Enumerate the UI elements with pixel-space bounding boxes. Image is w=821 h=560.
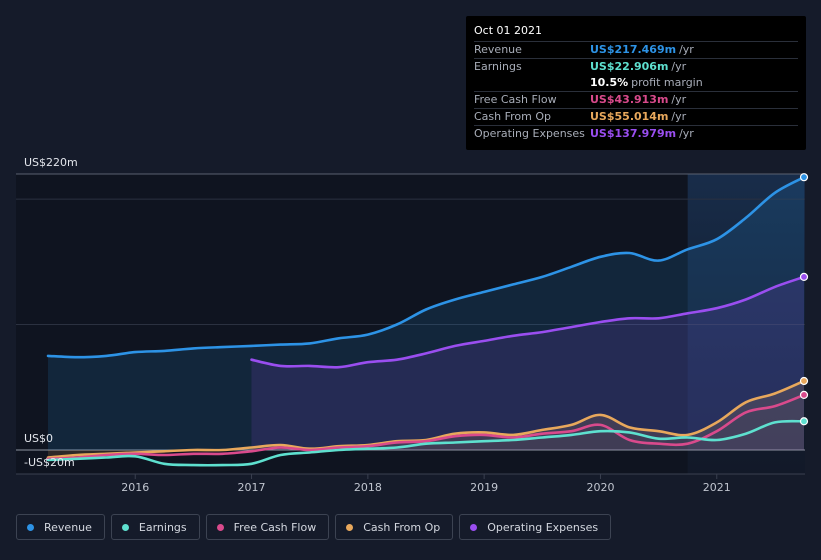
legend-earnings-toggle[interactable]: Earnings	[110, 514, 200, 540]
tooltip-date: Oct 01 2021	[474, 24, 543, 37]
legend-opex-toggle[interactable]: Operating Expenses	[459, 514, 612, 540]
tooltip-row-cfo: Cash From Op US$55.014m /yr	[474, 108, 798, 125]
chart-legend: Revenue Earnings Free Cash Flow Cash Fro…	[16, 514, 612, 540]
revenue-dot-icon	[27, 523, 34, 531]
tooltip-revenue-unit: /yr	[679, 43, 694, 56]
free-cash-flow-line	[46, 393, 806, 461]
tooltip-margin-value: 10.5%	[590, 76, 629, 89]
tooltip-row-revenue: Revenue US$217.469m /yr	[474, 41, 798, 58]
legend-cfo-label: Cash From Op	[363, 520, 441, 534]
y-axis-bottom-label: -US$20m	[24, 456, 75, 469]
series-areas	[48, 177, 804, 458]
revenue-end-point	[799, 173, 809, 182]
y-axis-zero-label: US$0	[24, 432, 53, 445]
tooltip-opex-unit: /yr	[679, 127, 694, 140]
tooltip-cfo-unit: /yr	[671, 110, 687, 123]
tooltip-opex-label: Operating Expenses	[474, 127, 585, 140]
series-end-points	[799, 173, 809, 426]
earnings-end-point	[799, 417, 809, 426]
legend-fcf-label: Free Cash Flow	[233, 520, 317, 534]
earnings-dot-icon	[121, 523, 129, 531]
legend-revenue-toggle[interactable]: Revenue	[16, 514, 105, 540]
tooltip-row-fcf: Free Cash Flow US$43.913m /yr	[474, 91, 798, 108]
legend-opex-label: Operating Expenses	[487, 520, 599, 534]
opex-dot-icon	[470, 523, 478, 531]
x-tick-label: 2018	[354, 481, 382, 494]
legend-fcf-toggle[interactable]: Free Cash Flow	[205, 514, 330, 540]
tooltip-row-opex: Operating Expenses US$137.979m /yr	[474, 125, 798, 142]
x-axis-ticks: 2016 2017 2018 2019 2020 2021	[121, 474, 731, 494]
revenue-line	[46, 175, 806, 359]
tooltip-cfo-value: US$55.014m	[590, 110, 669, 123]
x-tick-label: 2017	[238, 481, 266, 494]
tooltip-revenue-value: US$217.469m	[590, 43, 677, 56]
x-tick-label: 2021	[703, 481, 731, 494]
operating-expenses-area	[251, 276, 804, 450]
operating-expenses-end-point	[799, 272, 809, 281]
tooltip-earnings-label: Earnings	[474, 60, 522, 73]
cash-from-op-end-point	[799, 376, 809, 386]
data-tooltip: Oct 01 2021 Revenue US$217.469m /yr Earn…	[466, 16, 806, 150]
free-cash-flow-end-point	[799, 390, 809, 400]
cash-from-op-area	[48, 381, 804, 458]
earnings-line	[46, 419, 806, 467]
x-tick-label: 2019	[470, 481, 498, 494]
fcf-dot-icon	[216, 523, 224, 531]
legend-earnings-label: Earnings	[138, 520, 187, 534]
y-axis-top-label: US$220m	[24, 156, 78, 169]
x-tick-label: 2020	[586, 481, 614, 494]
tooltip-earnings-unit: /yr	[671, 60, 687, 73]
tooltip-fcf-value: US$43.913m	[590, 93, 669, 106]
tooltip-margin-text: profit margin	[631, 76, 703, 89]
tooltip-opex-value: US$137.979m	[590, 127, 677, 140]
revenue-area	[48, 177, 804, 450]
series-lines	[46, 175, 806, 467]
tooltip-revenue-label: Revenue	[474, 43, 522, 56]
tooltip-fcf-label: Free Cash Flow	[474, 93, 557, 106]
operating-expenses-line	[250, 275, 806, 369]
tooltip-cfo-label: Cash From Op	[474, 110, 552, 123]
tooltip-row-earnings: Earnings US$22.906m /yr	[474, 58, 798, 75]
x-tick-label: 2016	[121, 481, 149, 494]
legend-revenue-label: Revenue	[44, 520, 92, 534]
cfo-dot-icon	[346, 523, 354, 531]
past-year-highlight	[687, 174, 805, 474]
tooltip-row-margin: 10.5% profit margin	[474, 75, 798, 91]
tooltip-fcf-unit: /yr	[671, 93, 687, 106]
gridlines	[16, 173, 805, 475]
plot-background	[16, 174, 805, 474]
legend-cfo-toggle[interactable]: Cash From Op	[335, 514, 454, 540]
tooltip-earnings-value: US$22.906m	[590, 60, 669, 73]
